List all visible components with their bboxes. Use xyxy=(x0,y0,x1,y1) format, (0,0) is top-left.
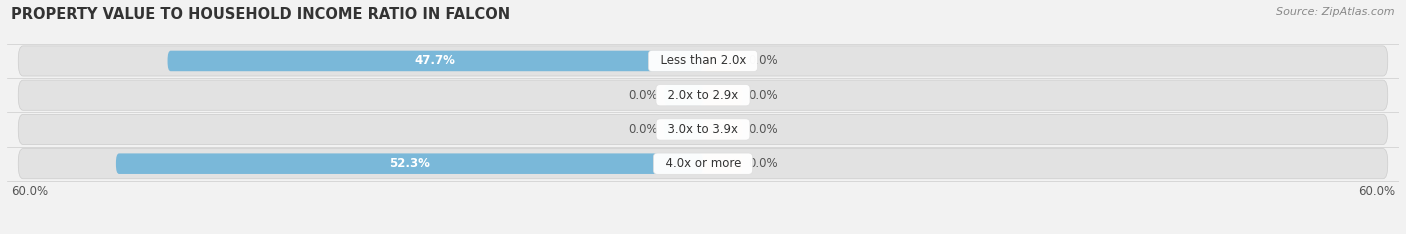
FancyBboxPatch shape xyxy=(703,119,742,140)
Text: 4.0x or more: 4.0x or more xyxy=(658,157,748,170)
FancyBboxPatch shape xyxy=(115,154,703,174)
FancyBboxPatch shape xyxy=(18,80,1388,110)
Text: 0.0%: 0.0% xyxy=(748,55,778,67)
Text: 0.0%: 0.0% xyxy=(748,157,778,170)
Text: 0.0%: 0.0% xyxy=(628,89,658,102)
Text: 52.3%: 52.3% xyxy=(389,157,430,170)
Text: PROPERTY VALUE TO HOUSEHOLD INCOME RATIO IN FALCON: PROPERTY VALUE TO HOUSEHOLD INCOME RATIO… xyxy=(11,7,510,22)
Text: 2.0x to 2.9x: 2.0x to 2.9x xyxy=(661,89,745,102)
FancyBboxPatch shape xyxy=(703,85,742,106)
Text: 3.0x to 3.9x: 3.0x to 3.9x xyxy=(661,123,745,136)
Text: 47.7%: 47.7% xyxy=(415,55,456,67)
FancyBboxPatch shape xyxy=(18,46,1388,76)
Text: 0.0%: 0.0% xyxy=(628,123,658,136)
FancyBboxPatch shape xyxy=(703,51,742,71)
Text: Less than 2.0x: Less than 2.0x xyxy=(652,55,754,67)
FancyBboxPatch shape xyxy=(703,154,742,174)
Text: Source: ZipAtlas.com: Source: ZipAtlas.com xyxy=(1277,7,1395,17)
Text: 0.0%: 0.0% xyxy=(748,89,778,102)
FancyBboxPatch shape xyxy=(167,51,703,71)
FancyBboxPatch shape xyxy=(18,114,1388,145)
Text: 0.0%: 0.0% xyxy=(748,123,778,136)
FancyBboxPatch shape xyxy=(18,149,1388,179)
FancyBboxPatch shape xyxy=(664,119,703,140)
FancyBboxPatch shape xyxy=(664,85,703,106)
